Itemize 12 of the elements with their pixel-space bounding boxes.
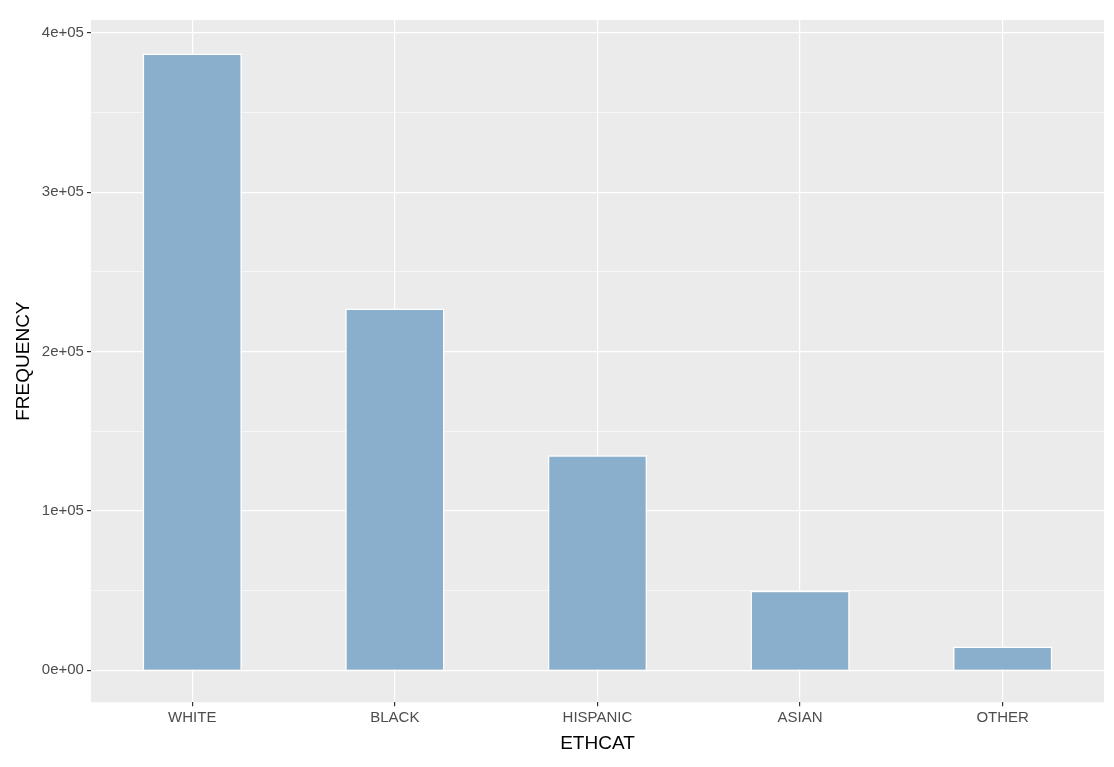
y-tick-label: 0e+00 bbox=[41, 660, 84, 678]
x-tick-label: OTHER bbox=[976, 708, 1030, 726]
x-tick-label: ASIAN bbox=[777, 708, 823, 726]
y-axis-title: FREQUENCY bbox=[11, 301, 33, 421]
y-tick-label: 2e+05 bbox=[41, 341, 84, 359]
x-axis-title: ETHCAT bbox=[560, 731, 636, 753]
y-tick-label: 1e+05 bbox=[41, 501, 84, 519]
x-tick-label: HISPANIC bbox=[562, 708, 633, 726]
x-tick-label: BLACK bbox=[370, 708, 420, 726]
y-tick-label: 4e+05 bbox=[41, 22, 84, 40]
x-tick-label: WHITE bbox=[168, 708, 217, 726]
y-tick-label: 3e+05 bbox=[41, 182, 84, 200]
